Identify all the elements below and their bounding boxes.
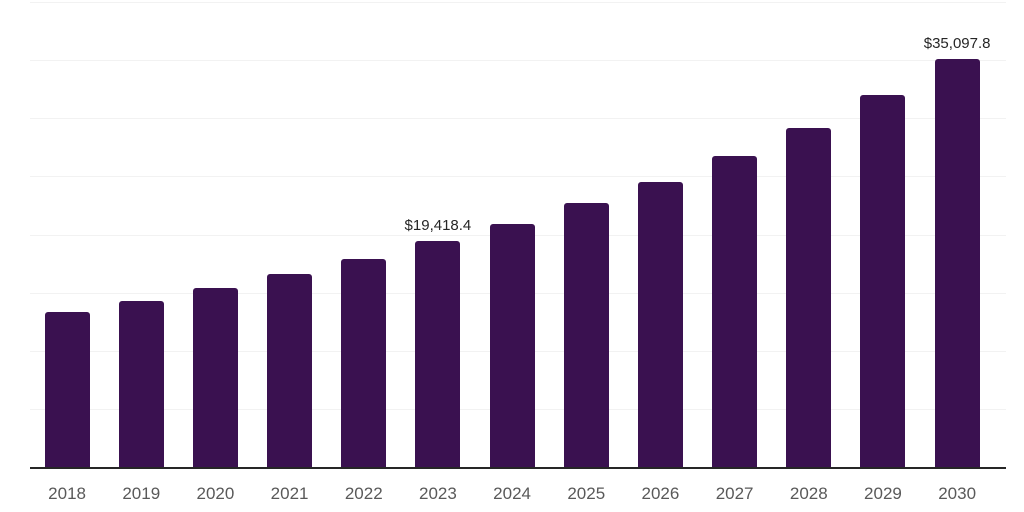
gridline-30000 [30, 118, 1006, 120]
x-tick-label-2023: 2023 [419, 484, 457, 503]
bar-2026 [637, 181, 683, 467]
x-tick-label-2027: 2027 [715, 484, 754, 503]
bar-2021 [267, 274, 313, 467]
data-label-2023: $19,418.4 [404, 217, 472, 235]
x-tick-label-2026: 2026 [641, 484, 680, 503]
gridline-25000 [30, 176, 1006, 178]
x-tick-label-2028: 2028 [789, 484, 828, 503]
bar-2020 [192, 287, 238, 467]
bar-2023 [415, 241, 461, 467]
bar-2025 [563, 203, 609, 467]
x-axis-line [30, 467, 1006, 469]
gridline-35000 [30, 60, 1006, 62]
gridline-40000 [30, 2, 1006, 3]
bar-2029 [860, 95, 906, 467]
data-label-2030: $35,097.8 [923, 34, 991, 52]
bar-2024 [489, 224, 535, 467]
bar-2018 [44, 311, 90, 467]
bar-2019 [118, 300, 164, 467]
x-tick-label-2029: 2029 [864, 484, 902, 503]
x-tick-label-2019: 2019 [122, 484, 161, 503]
x-tick-label-2030: 2030 [938, 484, 977, 503]
x-tick-label-2024: 2024 [493, 484, 531, 503]
bar-2028 [786, 128, 832, 467]
x-tick-label-2020: 2020 [196, 484, 235, 503]
x-tick-label-2025: 2025 [567, 484, 606, 503]
bar-2022 [341, 259, 387, 467]
x-tick-label-2021: 2021 [270, 484, 309, 503]
bar-2027 [712, 156, 758, 467]
x-tick-label-2018: 2018 [48, 484, 86, 503]
x-tick-label-2022: 2022 [344, 484, 383, 503]
bar-2030 [934, 58, 980, 467]
